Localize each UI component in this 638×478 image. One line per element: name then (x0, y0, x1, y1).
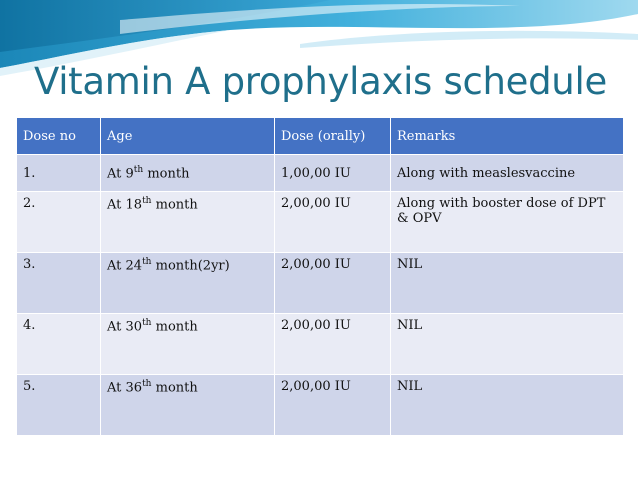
cell-dose: 2,00,00 IU (274, 252, 391, 314)
cell-age: At 9th month (100, 154, 275, 192)
vitamin-a-schedule-table: Dose no Age Dose (orally) Remarks 1. At … (16, 117, 624, 436)
table-row: 1. At 9th month 1,00,00 IU Along with me… (16, 154, 624, 192)
age-superscript: th (142, 318, 152, 328)
age-superscript: th (133, 164, 144, 175)
header-remarks: Remarks (390, 117, 624, 155)
age-suffix: month (151, 319, 198, 335)
age-suffix: month (151, 380, 198, 396)
cell-age: At 18th month (100, 191, 275, 253)
slide-title: Vitamin A prophylaxis schedule (34, 60, 607, 103)
cell-dose-no: 3. (16, 252, 101, 314)
cell-dose: 2,00,00 IU (274, 374, 391, 436)
table-header-row: Dose no Age Dose (orally) Remarks (16, 117, 624, 155)
age-superscript: th (142, 196, 152, 206)
table-row: 3. At 24th month(2yr) 2,00,00 IU NIL (16, 252, 624, 314)
cell-dose-no: 4. (16, 313, 101, 375)
cell-remarks: NIL (390, 313, 624, 375)
cell-dose-no: 1. (16, 154, 101, 192)
cell-remarks: Along with booster dose of DPT & OPV (390, 191, 624, 253)
cell-age: At 24th month(2yr) (100, 252, 275, 314)
header-age: Age (100, 117, 275, 155)
cell-remarks: NIL (390, 252, 624, 314)
cell-dose: 1,00,00 IU (274, 154, 391, 192)
age-suffix: month (151, 197, 198, 213)
header-dose-orally: Dose (orally) (274, 117, 391, 155)
header-wave-decoration (0, 0, 638, 76)
age-suffix: month (143, 166, 190, 182)
age-superscript: th (142, 379, 152, 389)
cell-remarks: NIL (390, 374, 624, 436)
cell-age: At 36th month (100, 374, 275, 436)
age-text: At 36 (107, 380, 143, 396)
age-superscript: th (142, 257, 152, 267)
cell-age: At 30th month (100, 313, 275, 375)
age-text: At 30 (107, 319, 143, 335)
table-row: 2. At 18th month 2,00,00 IU Along with b… (16, 191, 624, 253)
table-row: 5. At 36th month 2,00,00 IU NIL (16, 374, 624, 436)
cell-remarks: Along with measlesvaccine (390, 154, 624, 192)
cell-dose: 2,00,00 IU (274, 313, 391, 375)
cell-dose-no: 2. (16, 191, 101, 253)
cell-dose-no: 5. (16, 374, 101, 436)
table-row: 4. At 30th month 2,00,00 IU NIL (16, 313, 624, 375)
age-text: At 24 (107, 258, 143, 274)
age-text: At 9 (107, 166, 134, 182)
age-text: At 18 (107, 197, 143, 213)
age-suffix: month(2yr) (151, 258, 230, 274)
cell-dose: 2,00,00 IU (274, 191, 391, 253)
header-dose-no: Dose no (16, 117, 101, 155)
